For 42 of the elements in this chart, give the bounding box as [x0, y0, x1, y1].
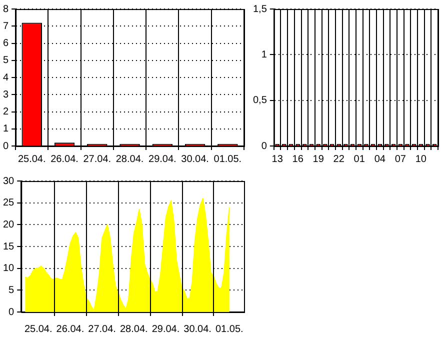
y-tick-label: 0: [261, 140, 268, 152]
y-tick-label: 7: [3, 20, 9, 32]
y-tick-label: 8: [3, 4, 9, 15]
x-tick-label: 01.05.: [216, 324, 244, 335]
x-tick-label: 30.04.: [181, 154, 209, 165]
x-tick-label: 25.04.: [24, 324, 52, 335]
y-tick-label: 15: [3, 241, 15, 252]
y-tick-label: 2: [3, 106, 9, 118]
y-tick-label: 0: [8, 306, 15, 318]
x-tick-label: 26.04.: [50, 154, 78, 165]
x-tick-label: 29.04.: [152, 324, 180, 335]
y-tick-label: 30: [3, 176, 15, 187]
y-tick-label: 6: [3, 38, 9, 49]
x-tick-label: 27.04.: [88, 324, 116, 335]
x-tick-label: 30.04.: [184, 324, 212, 335]
y-tick-label: 1: [3, 124, 9, 135]
x-tick-label: 10: [415, 154, 427, 165]
y-tick-label: 10: [3, 263, 15, 274]
x-tick-label: 28.04.: [120, 324, 148, 335]
x-tick-label: 01: [354, 154, 366, 165]
x-tick-label: 28.04.: [116, 154, 144, 165]
x-tick-label: 22: [333, 154, 345, 165]
y-tick-label: 4: [3, 72, 9, 84]
y-tick-label: 20: [3, 219, 15, 230]
y-tick-label: 1,5: [252, 4, 268, 15]
y-tick-label: 5: [3, 55, 9, 66]
x-tick-label: 13: [272, 154, 284, 165]
x-tick-label: 16: [292, 154, 304, 165]
x-tick-label: 19: [312, 154, 324, 165]
y-tick-label: 3: [3, 89, 9, 100]
y-tick-label: 5: [8, 284, 15, 296]
y-tick-label: 25: [3, 198, 15, 209]
y-tick-label: 1: [261, 49, 268, 60]
x-tick-label: 04: [374, 154, 386, 165]
x-tick-label: 26.04.: [56, 324, 84, 335]
x-tick-label: 29.04.: [148, 154, 176, 165]
y-tick-label: 0: [3, 140, 9, 152]
x-tick-label: 01.05.: [214, 154, 242, 165]
x-tick-label: 27.04.: [83, 154, 112, 165]
x-tick-label: 25.04.: [18, 154, 46, 165]
x-tick-label: 07: [394, 154, 406, 165]
y-tick-label: 0,5: [252, 95, 268, 106]
